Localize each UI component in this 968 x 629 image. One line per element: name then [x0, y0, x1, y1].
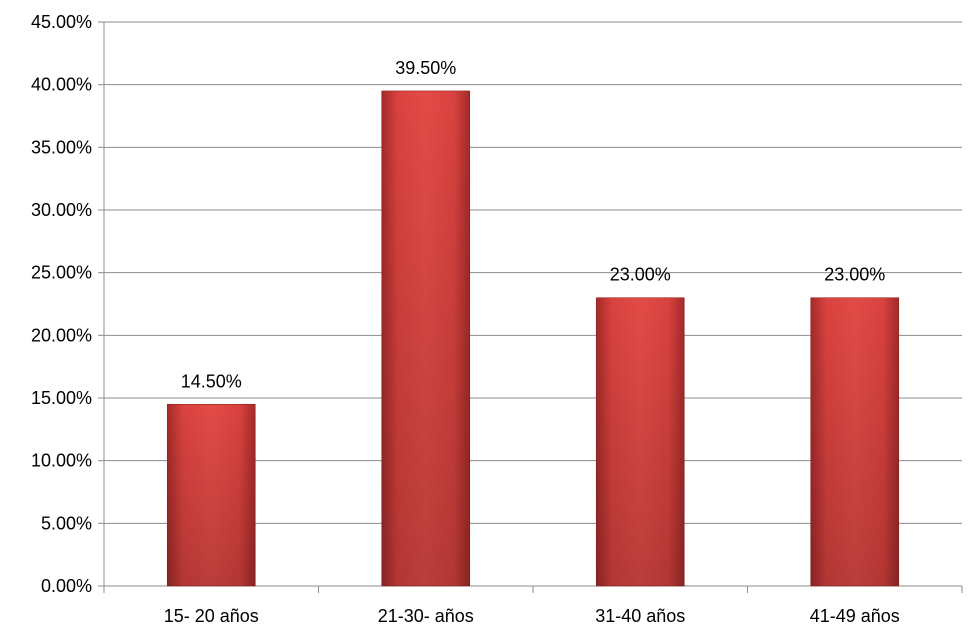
y-tick-label: 20.00%	[31, 325, 92, 345]
x-category-label: 31-40 años	[595, 606, 685, 626]
bar-shade	[596, 297, 685, 586]
bars	[166, 90, 900, 587]
bar-shade	[381, 90, 470, 586]
bar-shade	[167, 404, 256, 586]
data-label: 23.00%	[824, 265, 885, 285]
x-category-label: 15- 20 años	[164, 606, 259, 626]
data-label: 23.00%	[610, 265, 671, 285]
bar-shade	[810, 297, 899, 586]
x-category-label: 41-49 años	[810, 606, 900, 626]
labels: 0.00% 5.00% 10.00% 15.00% 20.00% 25.00% 30.00%…	[31, 12, 900, 626]
y-tick-label: 15.00%	[31, 388, 92, 408]
y-tick-label: 45.00%	[31, 12, 92, 32]
data-label: 14.50%	[181, 371, 242, 391]
y-tick-label: 30.00%	[31, 200, 92, 220]
data-label: 39.50%	[395, 58, 456, 78]
y-tick-label: 10.00%	[31, 451, 92, 471]
y-tick-label: 35.00%	[31, 137, 92, 157]
y-tick-label: 25.00%	[31, 263, 92, 283]
y-tick-label: 40.00%	[31, 75, 92, 95]
y-tick-label: 0.00%	[41, 576, 92, 596]
y-tick-label: 5.00%	[41, 513, 92, 533]
x-category-label: 21-30- años	[378, 606, 474, 626]
